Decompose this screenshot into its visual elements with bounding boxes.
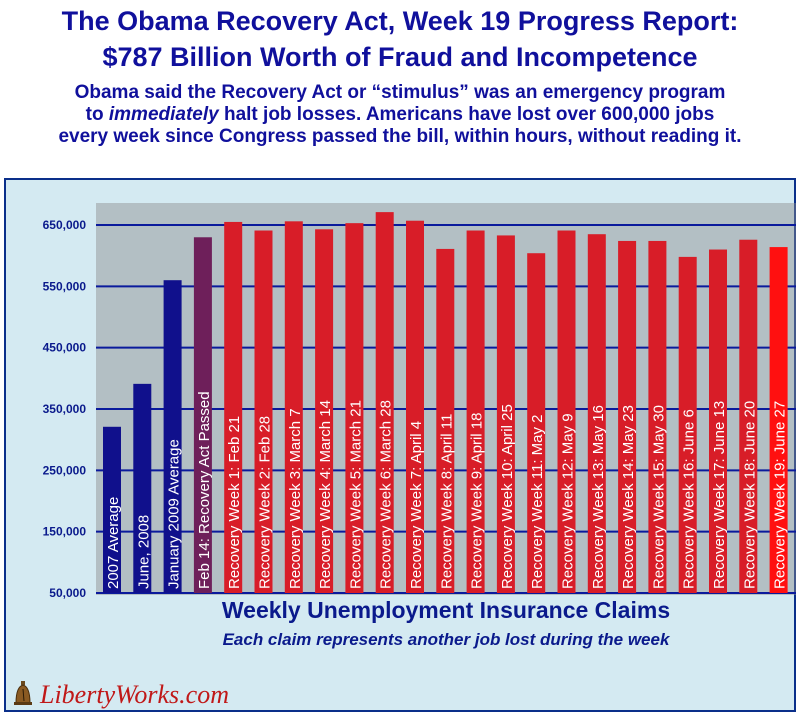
y-tick-label: 250,000 — [43, 463, 87, 477]
subtitle-line-2: to immediately halt job losses. American… — [0, 104, 800, 126]
y-tick-label: 650,000 — [43, 218, 87, 232]
bar — [133, 383, 152, 593]
y-tick-label: 350,000 — [43, 402, 87, 416]
subtitle-line-2-prefix: to — [85, 104, 109, 125]
title-line-2: $787 Billion Worth of Fraud and Incompet… — [102, 42, 698, 72]
bar-label: Recovery Week 15: May 30 — [650, 405, 667, 589]
bar-label: 2007 Average — [105, 497, 122, 589]
bar-label: Recovery Week 17: June 13 — [711, 401, 728, 589]
subtitle-line-2-suffix: halt job losses. Americans have lost ove… — [218, 104, 715, 125]
bar — [284, 221, 303, 593]
title-line-1: The Obama Recovery Act, Week 19 Progress… — [61, 6, 739, 36]
bar-label: Recovery Week 9: April 18 — [469, 413, 486, 589]
subtitle-emphasis: immediately — [108, 104, 219, 125]
bar — [769, 247, 788, 593]
bar-label: Recovery Week 7: April 4 — [408, 421, 425, 589]
bar-label: Recovery Week 19: June 27 — [772, 401, 789, 589]
bar — [406, 220, 424, 593]
y-tick-label: 50,000 — [49, 586, 86, 600]
bars — [103, 212, 788, 594]
bar-label: Feb 14: Recovery Act Passed — [196, 391, 213, 589]
y-tick-label: 450,000 — [43, 341, 87, 355]
bar — [103, 426, 121, 593]
liberty-bell-icon — [14, 681, 32, 705]
bar — [739, 239, 758, 593]
bar — [678, 256, 697, 593]
bar-label: Recovery Week 10: April 25 — [499, 404, 516, 589]
bar — [557, 230, 576, 593]
chart-subcaption: Each claim represents another job lost d… — [222, 630, 670, 649]
bar — [496, 235, 515, 593]
bar-label: Recovery Week 14: May 23 — [620, 405, 637, 589]
bar-label: Recovery Week 5: March 21 — [347, 400, 364, 589]
bar — [709, 249, 727, 594]
bar-label: Recovery Week 18: June 20 — [741, 401, 758, 589]
bar-label: Recovery Week 3: March 7 — [287, 408, 304, 589]
logo-text: LibertyWorks.com — [40, 680, 229, 709]
bar — [193, 237, 212, 593]
liberty-works-logo[interactable]: LibertyWorks.com — [12, 678, 229, 712]
bar-label: January 2009 Average — [166, 439, 183, 589]
bar-label: Recovery Week 8: April 11 — [438, 414, 455, 589]
bar-label: Recovery Week 13: May 16 — [590, 405, 607, 589]
bar — [436, 248, 455, 594]
bar-label: Recovery Week 11: May 2 — [529, 414, 546, 589]
bar — [375, 212, 394, 593]
bar — [527, 253, 546, 594]
bar — [618, 240, 637, 594]
bar — [466, 230, 485, 593]
bar-labels: 2007 Average June, 2008 January 2009 Avera… — [105, 391, 789, 589]
bar — [345, 223, 364, 593]
bar — [254, 230, 273, 593]
y-tick-label: 150,000 — [43, 525, 87, 539]
bar — [163, 280, 182, 593]
bar-label: Recovery Week 2: Feb 28 — [257, 416, 274, 589]
bar-label: Recovery Week 1: Feb 21 — [226, 416, 243, 589]
bar-label: Recovery Week 6: March 28 — [378, 400, 395, 589]
bar — [648, 240, 667, 594]
subtitle-line-1: Obama said the Recovery Act or “stimulus… — [74, 82, 726, 103]
bar — [315, 229, 334, 593]
bar-label: Recovery Week 16: June 6 — [681, 409, 698, 589]
subtitle-line-3: every week since Congress passed the bil… — [58, 126, 742, 147]
bar — [224, 221, 243, 593]
bar-label: Recovery Week 12: May 9 — [560, 413, 577, 589]
bar-label: June, 2008 — [135, 515, 152, 589]
y-axis-ticks: 50,000 150,000 250,000 350,000 450,000 550,00… — [43, 218, 87, 600]
y-tick-label: 550,000 — [43, 279, 87, 293]
bar-label: Recovery Week 4: March 14 — [317, 400, 334, 589]
bar — [587, 234, 606, 593]
chart-caption: Weekly Unemployment Insurance Claims — [221, 597, 671, 623]
